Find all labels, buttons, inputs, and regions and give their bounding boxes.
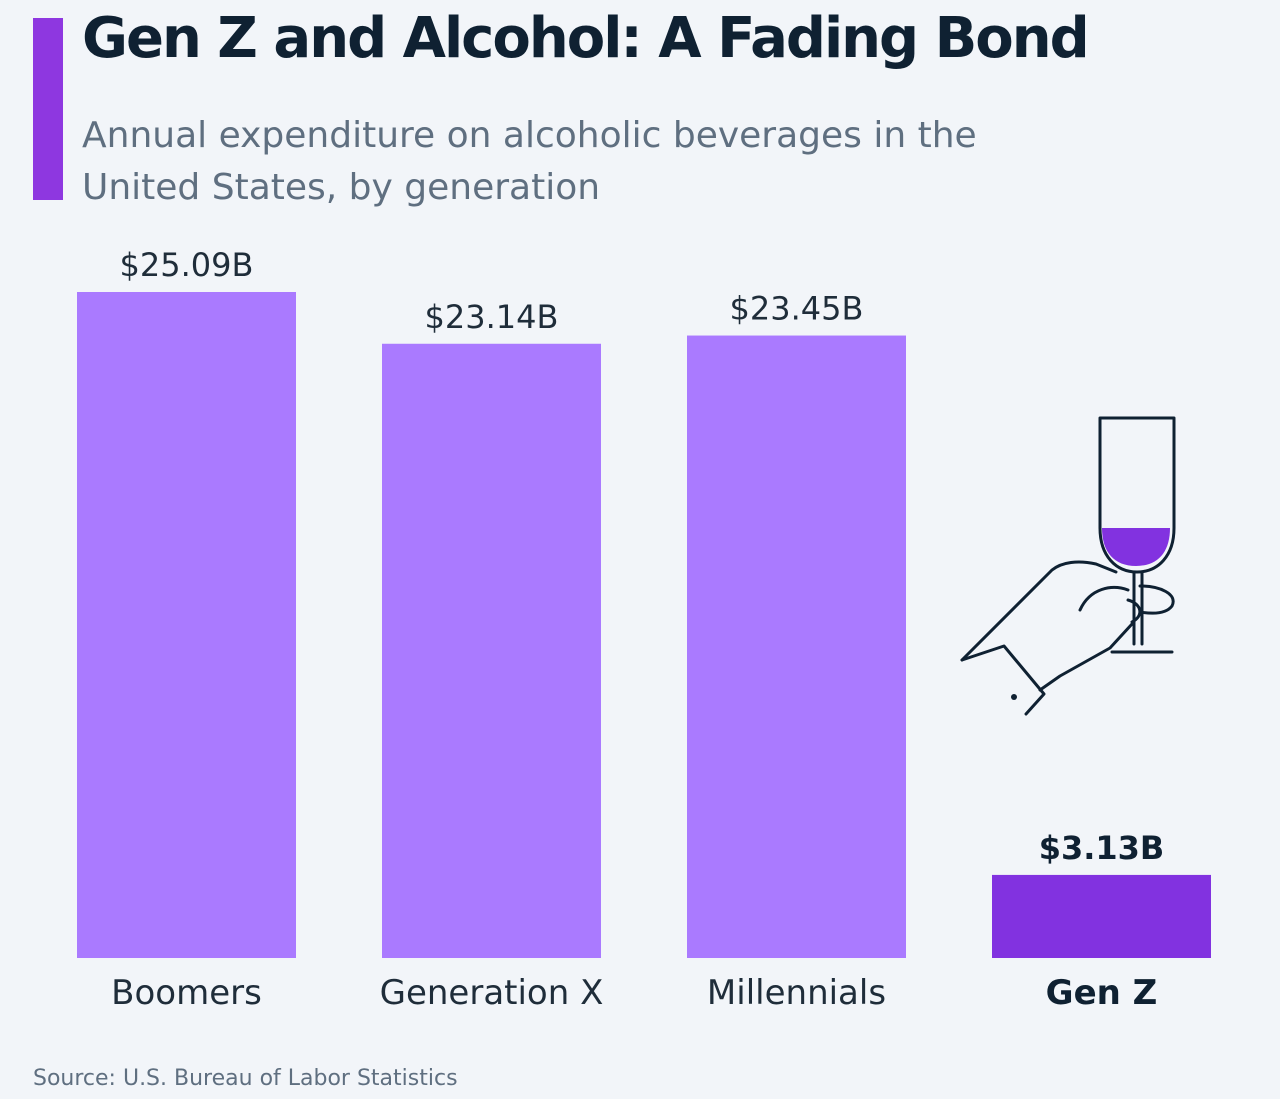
category-label: Millennials	[707, 973, 886, 1013]
bar-boomers	[77, 292, 296, 958]
bar-gen-z	[992, 874, 1211, 958]
bar-generation-x	[382, 343, 601, 958]
value-label: $23.14B	[425, 298, 559, 336]
hand-holding-wine-glass-icon	[960, 416, 1176, 716]
bar-millennials	[687, 335, 906, 959]
source-note: Source: U.S. Bureau of Labor Statistics	[33, 1066, 458, 1091]
category-label: Gen Z	[1046, 973, 1158, 1013]
chart-title: Gen Z and Alcohol: A Fading Bond	[82, 6, 1090, 71]
accent-bar	[33, 18, 63, 200]
value-label: $25.09B	[120, 246, 254, 284]
value-label: $3.13B	[1039, 829, 1165, 867]
chart-subtitle: Annual expenditure on alcoholic beverage…	[82, 115, 977, 208]
value-label: $23.45B	[730, 290, 864, 328]
category-label: Generation X	[380, 973, 604, 1013]
category-label: Boomers	[111, 973, 262, 1013]
